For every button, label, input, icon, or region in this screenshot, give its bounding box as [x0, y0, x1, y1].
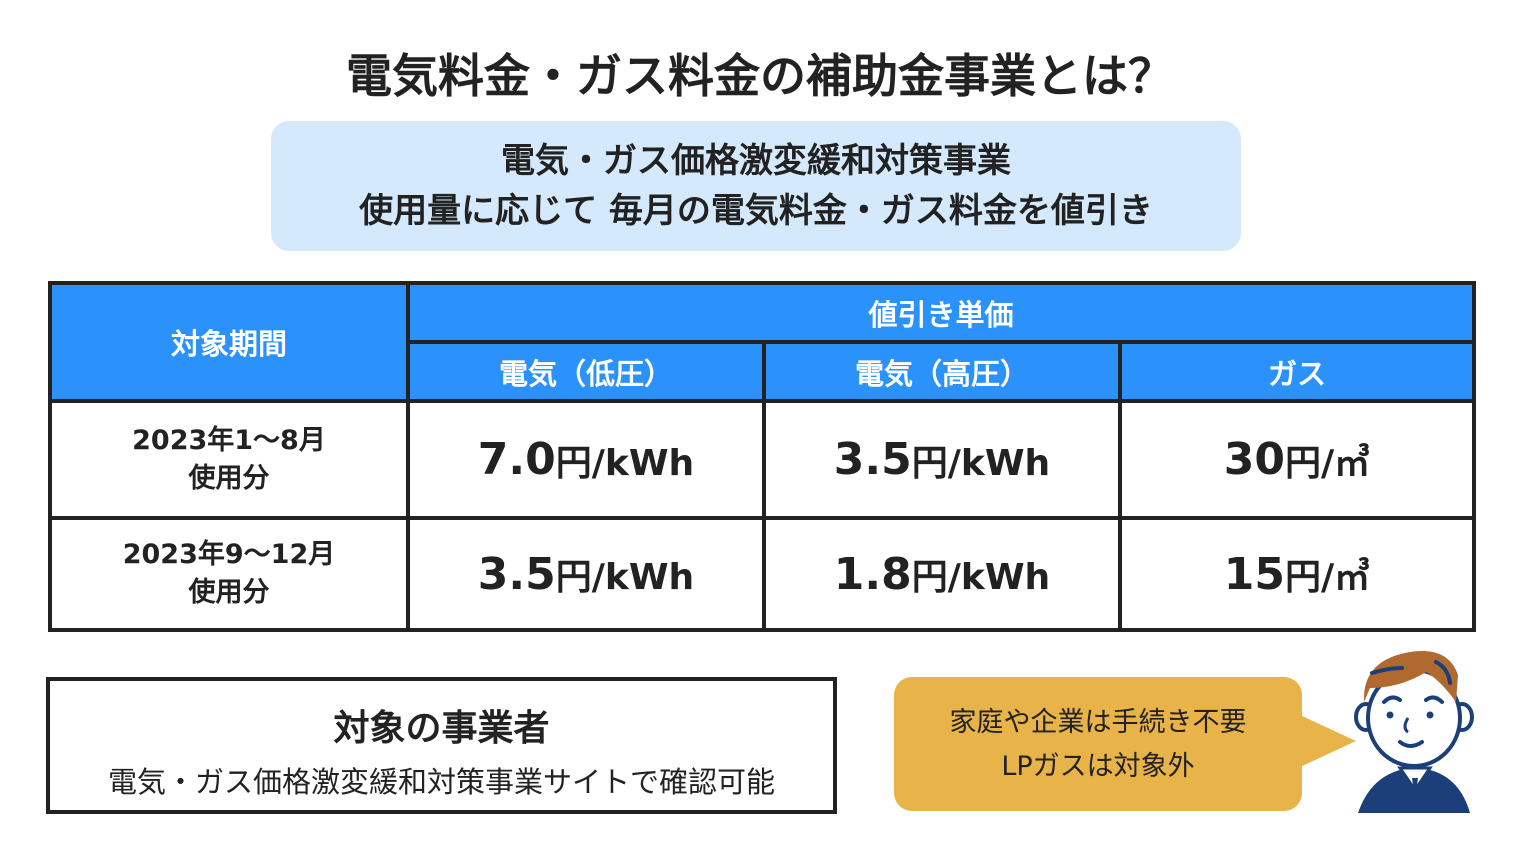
businessman-icon	[1354, 650, 1474, 813]
period-sub: 使用分	[188, 462, 270, 494]
column-header: ガス	[1122, 344, 1472, 399]
value-num: 3.5	[477, 548, 556, 600]
value-num: 30	[1223, 434, 1286, 485]
business-text: 電気・ガス価格激変緩和対策事業サイトで確認可能	[107, 765, 775, 799]
discount-header: 値引き単価	[410, 285, 1472, 340]
value-unit: 円/kWh	[555, 557, 695, 598]
summary-line1: 電気・ガス価格激変緩和対策事業	[501, 141, 1011, 181]
speech-bubble-tail	[1300, 715, 1356, 767]
value-unit: 円/㎥	[1285, 442, 1371, 484]
period-text: 2023年9〜12月	[122, 539, 336, 570]
value-cell: 15 円/㎥	[1122, 520, 1472, 628]
business-box: 対象の事業者 電気・ガス価格激変緩和対策事業サイトで確認可能	[46, 677, 837, 814]
value-cell: 30 円/㎥	[1122, 403, 1472, 516]
bubble-line1: 家庭や企業は手続き不要	[949, 707, 1247, 738]
summary-box: 電気・ガス価格激変緩和対策事業 使用量に応じて 毎月の電気料金・ガス料金を値引き	[271, 121, 1241, 251]
period-cell: 2023年9〜12月 使用分	[52, 520, 406, 628]
value-cell: 3.5 円/kWh	[766, 403, 1118, 516]
period-text: 2023年1〜8月	[132, 424, 326, 456]
value-unit: 円/㎥	[1285, 557, 1371, 598]
value-cell: 7.0 円/kWh	[410, 403, 762, 516]
value-num: 1.8	[833, 548, 912, 600]
period-header: 対象期間	[52, 285, 406, 399]
discount-table: 対象期間 値引き単価 電気（低圧） 電気（高圧） ガス 2023年1〜8月 使用…	[48, 281, 1476, 632]
value-num: 3.5	[833, 434, 912, 485]
period-sub: 使用分	[188, 577, 270, 608]
value-num: 7.0	[477, 434, 556, 485]
value-num: 15	[1223, 548, 1286, 600]
value-cell: 3.5 円/kWh	[410, 520, 762, 628]
value-unit: 円/kWh	[555, 442, 695, 484]
value-unit: 円/kWh	[911, 442, 1051, 484]
speech-bubble: 家庭や企業は手続き不要 LPガスは対象外	[894, 677, 1302, 811]
column-header: 電気（低圧）	[410, 344, 762, 399]
column-header: 電気（高圧）	[766, 344, 1118, 399]
page-title: 電気料金・ガス料金の補助金事業とは？	[346, 49, 1174, 103]
period-cell: 2023年1〜8月 使用分	[52, 403, 406, 516]
summary-line2: 使用量に応じて 毎月の電気料金・ガス料金を値引き	[359, 191, 1153, 231]
value-cell: 1.8 円/kWh	[766, 520, 1118, 628]
bubble-line2: LPガスは対象外	[1001, 751, 1195, 782]
value-unit: 円/kWh	[911, 557, 1051, 598]
business-heading: 対象の事業者	[333, 708, 550, 749]
